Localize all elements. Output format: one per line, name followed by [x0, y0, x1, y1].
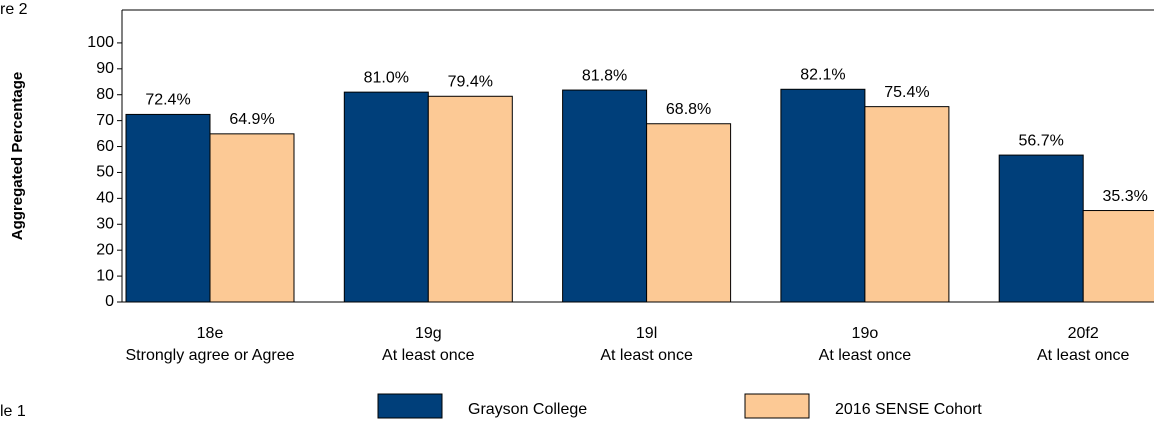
y-tick-label: 20 — [96, 241, 114, 258]
annotation: le 1 — [0, 403, 26, 420]
x-tick-label: 19g — [415, 325, 442, 342]
x-tick-label: 18e — [197, 325, 224, 342]
bar — [646, 123, 732, 303]
y-tick-label: 30 — [96, 215, 114, 232]
y-tick-label: 0 — [105, 293, 114, 310]
y-axis-label: Aggregated Percentage — [9, 72, 26, 240]
value-label: 72.4% — [145, 92, 190, 109]
x-tick-label: 19l — [636, 325, 657, 342]
bar — [209, 133, 295, 303]
legend-label: Grayson College — [468, 401, 587, 418]
y-tick-label: 40 — [96, 190, 114, 207]
y-tick-label: 80 — [96, 86, 114, 103]
y-tick-label: 50 — [96, 164, 114, 181]
bar — [562, 89, 648, 303]
y-tick-label: 90 — [96, 60, 114, 77]
bar — [864, 106, 950, 303]
value-label: 56.7% — [1019, 132, 1064, 149]
x-tick-label: At least once — [600, 347, 693, 364]
bar — [998, 154, 1084, 303]
x-tick-label: At least once — [1037, 347, 1130, 364]
x-tick-label: 20f2 — [1068, 325, 1099, 342]
x-tick-label: Strongly agree or Agree — [126, 347, 295, 364]
legend-swatch — [744, 393, 810, 419]
bar — [780, 88, 866, 303]
legend-swatch — [377, 393, 443, 419]
value-label: 81.0% — [364, 69, 409, 86]
y-tick-label: 100 — [87, 34, 114, 51]
value-label: 79.4% — [448, 73, 493, 90]
value-label: 81.8% — [582, 67, 627, 84]
legend-label: 2016 SENSE Cohort — [835, 401, 982, 418]
x-tick-label: At least once — [819, 347, 912, 364]
x-tick-label: 19o — [852, 325, 879, 342]
value-label: 64.9% — [229, 111, 274, 128]
bar — [343, 91, 429, 303]
x-tick-label: At least once — [382, 347, 475, 364]
y-tick-label: 10 — [96, 267, 114, 284]
y-tick-label: 70 — [96, 112, 114, 129]
annotation: re 2 — [0, 1, 28, 18]
value-label: 82.1% — [800, 67, 845, 84]
bar — [1082, 210, 1154, 303]
value-label: 75.4% — [884, 84, 929, 101]
bar — [427, 95, 513, 303]
y-tick-label: 60 — [96, 138, 114, 155]
bar — [125, 113, 211, 303]
value-label: 68.8% — [666, 101, 711, 118]
value-label: 35.3% — [1103, 188, 1148, 205]
